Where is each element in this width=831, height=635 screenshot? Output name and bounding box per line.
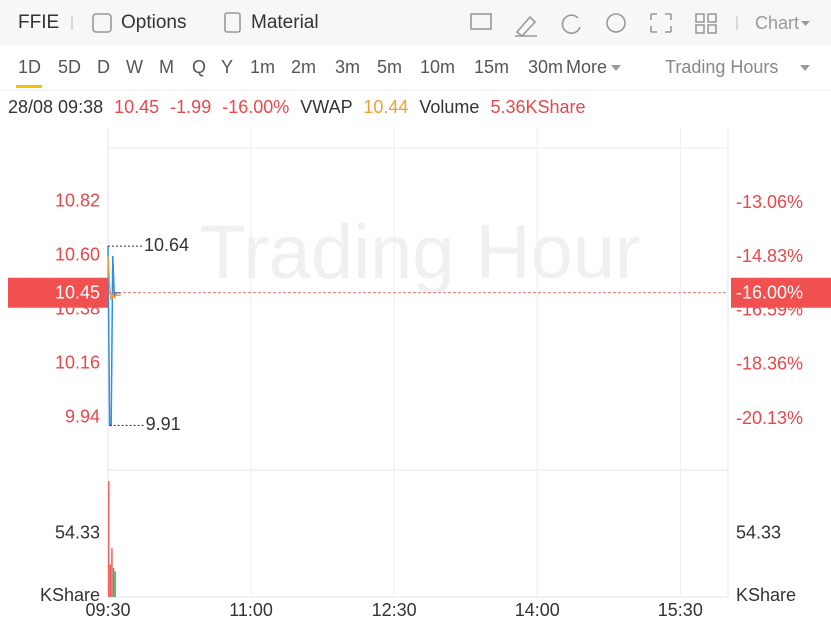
unit-label: KShare	[736, 585, 796, 605]
session-select[interactable]: Trading Hours	[665, 57, 778, 77]
y2-tick-label: -20.13%	[736, 408, 803, 428]
x-tick-label: 11:00	[229, 600, 273, 620]
x-tick-label: 14:00	[515, 600, 560, 620]
period-tab[interactable]: D	[97, 57, 110, 77]
settings-icon[interactable]	[606, 13, 626, 33]
dropdown-arrow	[800, 65, 810, 71]
period-tab[interactable]: M	[159, 57, 174, 77]
annotation-label: 10.64	[144, 235, 189, 255]
period-tab[interactable]: Y	[221, 57, 233, 77]
options-button[interactable]: Options	[121, 12, 186, 33]
y-tick-label: 10.16	[55, 353, 100, 373]
period-tab[interactable]: More	[566, 57, 607, 77]
price-line	[107, 255, 121, 301]
options-icon[interactable]	[92, 13, 112, 33]
unit-label: KShare	[40, 585, 100, 605]
period-tabs: 1D 5D D W M Q Y 1m 2m 3m 5m 10m 15m 30m More	[16, 57, 621, 88]
x-tick-label: 12:30	[372, 600, 417, 620]
indicator-icon[interactable]	[470, 13, 492, 30]
period-tab[interactable]: 3m	[335, 57, 360, 77]
quote-line: 28/08 09:38 10.45 -1.99 -16.00% VWAP 10.…	[8, 97, 586, 117]
x-tick-label: 09:30	[85, 600, 130, 620]
y2-tick-label: -18.36%	[736, 354, 803, 374]
current-price-box	[8, 277, 108, 308]
period-tab[interactable]: Q	[192, 57, 206, 77]
quote-time: 28/08 09:38	[8, 97, 103, 117]
volume-bar	[108, 481, 110, 597]
period-tab[interactable]: 30m	[528, 57, 563, 77]
volume-bar	[111, 548, 113, 597]
toolbar	[0, 0, 831, 46]
material-icon[interactable]	[224, 12, 241, 33]
active-tab-underline	[16, 85, 42, 88]
price-line	[107, 246, 121, 427]
period-tab[interactable]: 1m	[250, 57, 275, 77]
period-tab[interactable]: 10m	[420, 57, 455, 77]
period-tab[interactable]: 2m	[291, 57, 316, 77]
symbol[interactable]: FFIE	[18, 12, 59, 33]
period-tab[interactable]: 15m	[474, 57, 509, 77]
quote-change: -1.99	[170, 97, 211, 117]
layout-icon[interactable]	[695, 13, 717, 34]
period-tab[interactable]: 5D	[58, 57, 81, 77]
vwap-value: 10.44	[363, 97, 408, 117]
period-tab[interactable]: 1D	[18, 57, 41, 77]
volume-value: 5.36KShare	[490, 97, 585, 117]
current-price-label: 10.45	[55, 282, 100, 302]
period-tab[interactable]: 5m	[377, 57, 402, 77]
period-tab[interactable]: W	[126, 57, 143, 77]
y2-tick-label: -14.83%	[736, 246, 803, 266]
quote-change-pct: -16.00%	[222, 97, 289, 117]
y2-tick-label: -13.06%	[736, 192, 803, 212]
vwap-label: VWAP	[300, 97, 352, 117]
y-tick-label: 54.33	[55, 523, 100, 543]
y-tick-label: 9.94	[65, 407, 100, 427]
watermark: Trading Hour	[200, 210, 641, 295]
y2-tick-label: 54.33	[736, 523, 781, 543]
current-pct-box	[731, 277, 831, 308]
dropdown-arrow	[801, 21, 810, 26]
x-tick-label: 15:30	[658, 600, 703, 620]
refresh-icon[interactable]	[561, 14, 581, 34]
annotation-label: 9.91	[146, 414, 181, 434]
volume-bar	[114, 571, 116, 597]
current-pct-label: -16.00%	[736, 282, 803, 302]
volume-bar	[109, 564, 112, 597]
draw-icon[interactable]	[515, 15, 537, 38]
y-tick-label: 10.82	[55, 191, 100, 211]
fullscreen-icon[interactable]	[650, 13, 672, 33]
quote-price: 10.45	[114, 97, 159, 117]
y-tick-label: 10.60	[55, 245, 100, 265]
volume-label: Volume	[419, 97, 479, 117]
dropdown-arrow	[611, 65, 621, 71]
volume-bar	[112, 568, 115, 597]
material-button[interactable]: Material	[251, 12, 319, 33]
chart-button[interactable]: Chart	[755, 13, 799, 33]
